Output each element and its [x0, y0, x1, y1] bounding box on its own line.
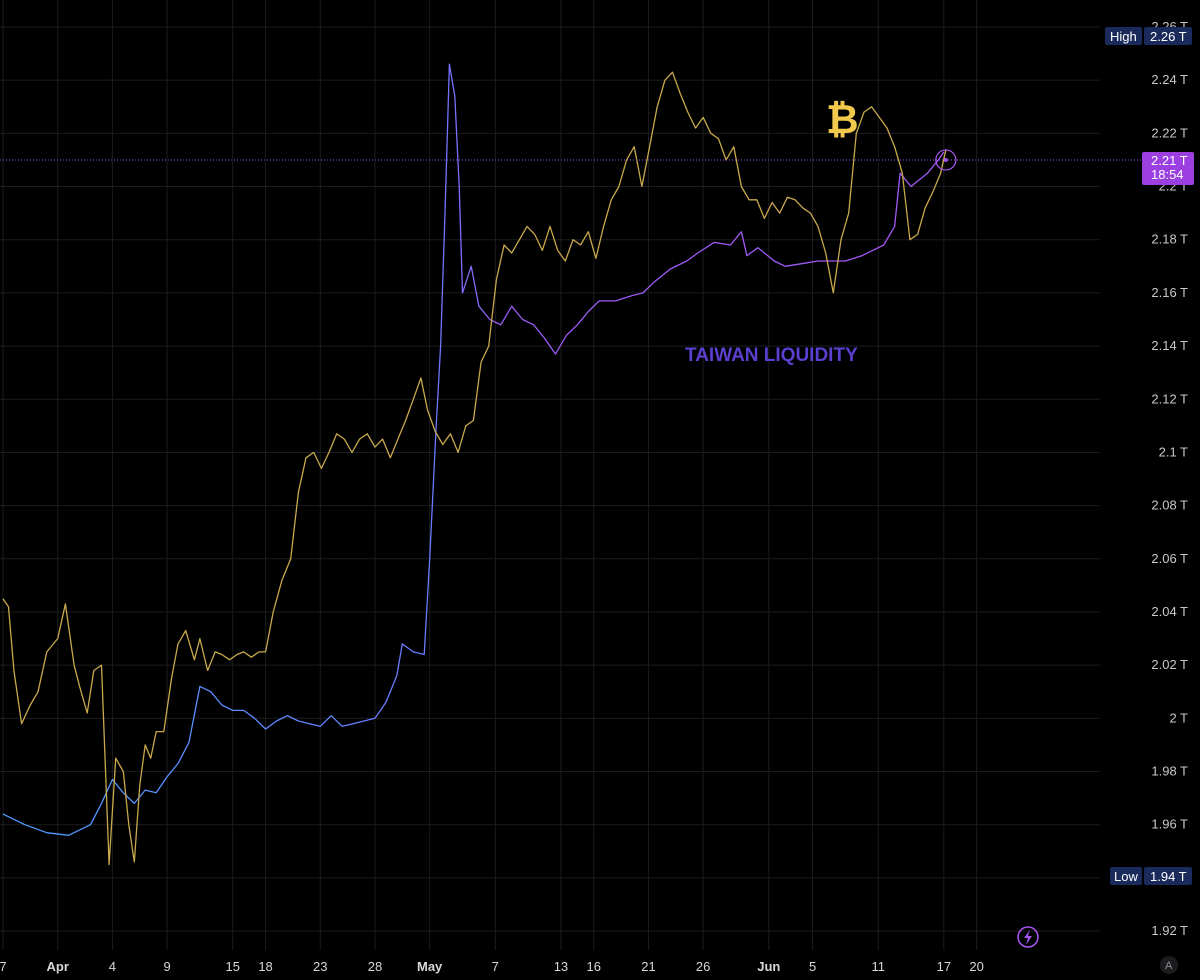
y-tick-label: 2.04 T — [1151, 604, 1188, 619]
low-badge-value: 1.94 T — [1150, 869, 1187, 884]
x-tick-label: 7 — [492, 959, 499, 974]
x-tick-label: 7 — [0, 959, 7, 974]
low-badge-label: Low — [1114, 869, 1138, 884]
x-tick-label: 21 — [641, 959, 655, 974]
x-tick-label: 5 — [809, 959, 816, 974]
y-tick-label: 2.06 T — [1151, 551, 1188, 566]
y-tick-label: 2.02 T — [1151, 657, 1188, 672]
x-tick-label: 16 — [587, 959, 601, 974]
y-tick-label: 2.14 T — [1151, 338, 1188, 353]
x-tick-label: 28 — [368, 959, 382, 974]
x-tick-label: 15 — [226, 959, 240, 974]
last-price-marker — [935, 149, 957, 171]
y-tick-label: 1.98 T — [1151, 764, 1188, 779]
bitcoin-symbol-icon: ₿ — [826, 97, 859, 143]
x-tick-label: Apr — [47, 959, 69, 974]
y-tick-label: 2.24 T — [1151, 72, 1188, 87]
chart-grid — [0, 0, 1100, 950]
x-tick-label: 13 — [554, 959, 568, 974]
x-tick-label: 11 — [871, 959, 885, 974]
high-badge: High 2.26 T — [1105, 27, 1192, 45]
x-tick-label: 26 — [696, 959, 710, 974]
chart-annotations: TAIWAN LIQUIDITY ₿ — [685, 97, 859, 366]
y-tick-label: 2.1 T — [1159, 444, 1188, 459]
last-price-value: 2.21 T — [1151, 153, 1188, 168]
x-tick-label: 4 — [109, 959, 116, 974]
chart-series — [0, 63, 1142, 866]
x-tick-label: May — [417, 959, 443, 974]
last-price-badge: 2.21 T 18:54 — [1142, 151, 1194, 185]
high-badge-value: 2.26 T — [1150, 29, 1187, 44]
y-tick-label: 2.22 T — [1151, 125, 1188, 140]
y-tick-label: 2.16 T — [1151, 285, 1188, 300]
x-tick-label: 9 — [163, 959, 170, 974]
x-tick-label: 17 — [937, 959, 951, 974]
auto-scale-icon[interactable]: A — [1160, 956, 1178, 974]
y-tick-label: 1.96 T — [1151, 817, 1188, 832]
x-tick-label: 23 — [313, 959, 327, 974]
taiwan-liquidity-line — [2, 63, 945, 836]
y-tick-label: 1.92 T — [1151, 923, 1188, 938]
high-badge-label: High — [1110, 29, 1137, 44]
x-tick-label: 20 — [969, 959, 983, 974]
auto-scale-label: A — [1165, 960, 1173, 972]
price-badges: High 2.26 T Low 1.94 T 2.21 T 18:54 — [1105, 27, 1194, 885]
y-tick-label: 2.12 T — [1151, 391, 1188, 406]
low-badge: Low 1.94 T — [1110, 867, 1192, 885]
x-tick-label: 18 — [258, 959, 272, 974]
x-tick-label: Jun — [757, 959, 780, 974]
y-tick-label: 2.18 T — [1151, 232, 1188, 247]
taiwan-liquidity-label: TAIWAN LIQUIDITY — [685, 345, 858, 366]
bar-countdown: 18:54 — [1151, 167, 1184, 182]
lightning-icon[interactable] — [1017, 926, 1039, 948]
last-price-dot — [943, 157, 948, 162]
y-tick-label: 2 T — [1169, 710, 1188, 725]
btc-price-line — [2, 71, 947, 866]
y-tick-label: 2.08 T — [1151, 498, 1188, 513]
